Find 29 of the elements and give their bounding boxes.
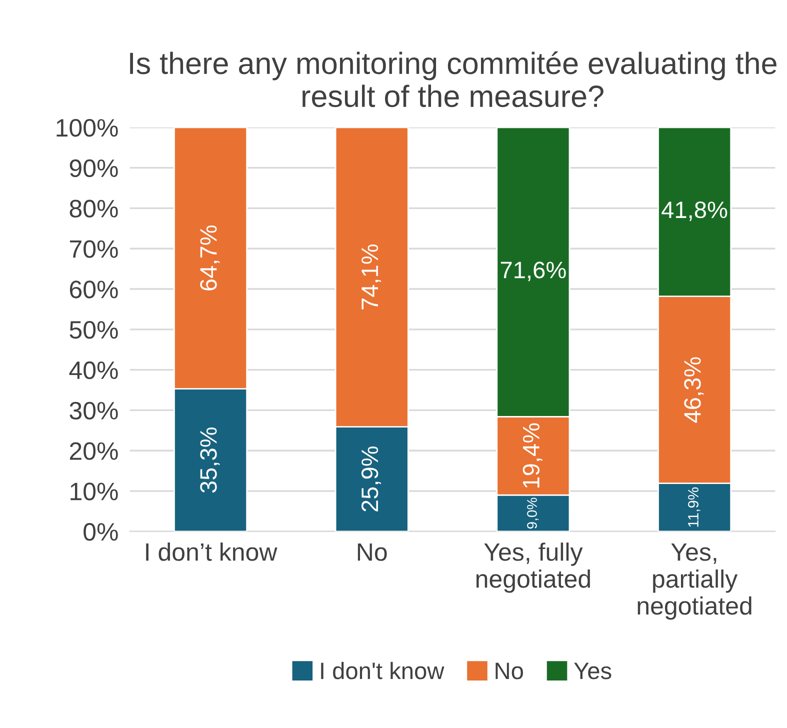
data-label: 74,1%	[362, 244, 381, 310]
x-tick-label: No	[358, 543, 387, 561]
y-tick-label: 40%	[69, 361, 118, 380]
y-tick-label: 90%	[70, 159, 118, 178]
data-label: 46,3%	[684, 357, 704, 423]
legend-label: I don't know	[321, 662, 444, 680]
x-tick-label: Yes, partially negotiated	[638, 543, 752, 620]
y-tick-label: 20%	[70, 442, 118, 460]
data-label: 64,7%	[200, 225, 220, 290]
legend-label: No	[496, 662, 523, 680]
y-tick-label: 30%	[70, 402, 118, 420]
x-tick-label: Yes, fully negotiated	[476, 542, 590, 593]
y-tick-label: 50%	[70, 321, 118, 339]
y-tick-label: 0%	[84, 523, 118, 541]
y-tick-label: 10%	[70, 482, 118, 500]
y-tick-label: 60%	[70, 280, 118, 298]
data-label: 71,6%	[500, 262, 566, 282]
data-label: 11,9%	[688, 487, 700, 527]
data-label: 25,9%	[361, 446, 381, 512]
data-label: 35,3%	[200, 427, 220, 493]
legend-label: Yes	[574, 662, 612, 680]
x-tick-label: I don’t know	[146, 542, 278, 561]
chart-title: Is there any monitoring commitée evaluating the result of the measure?	[130, 51, 776, 108]
data-label: 9,0%	[527, 498, 539, 529]
y-tick-label: 70%	[70, 240, 118, 258]
y-tick-label: 100%	[56, 119, 118, 137]
data-label: 41,8%	[662, 201, 728, 221]
y-tick-label: 80%	[70, 200, 118, 218]
data-label: 19,4%	[522, 423, 542, 488]
